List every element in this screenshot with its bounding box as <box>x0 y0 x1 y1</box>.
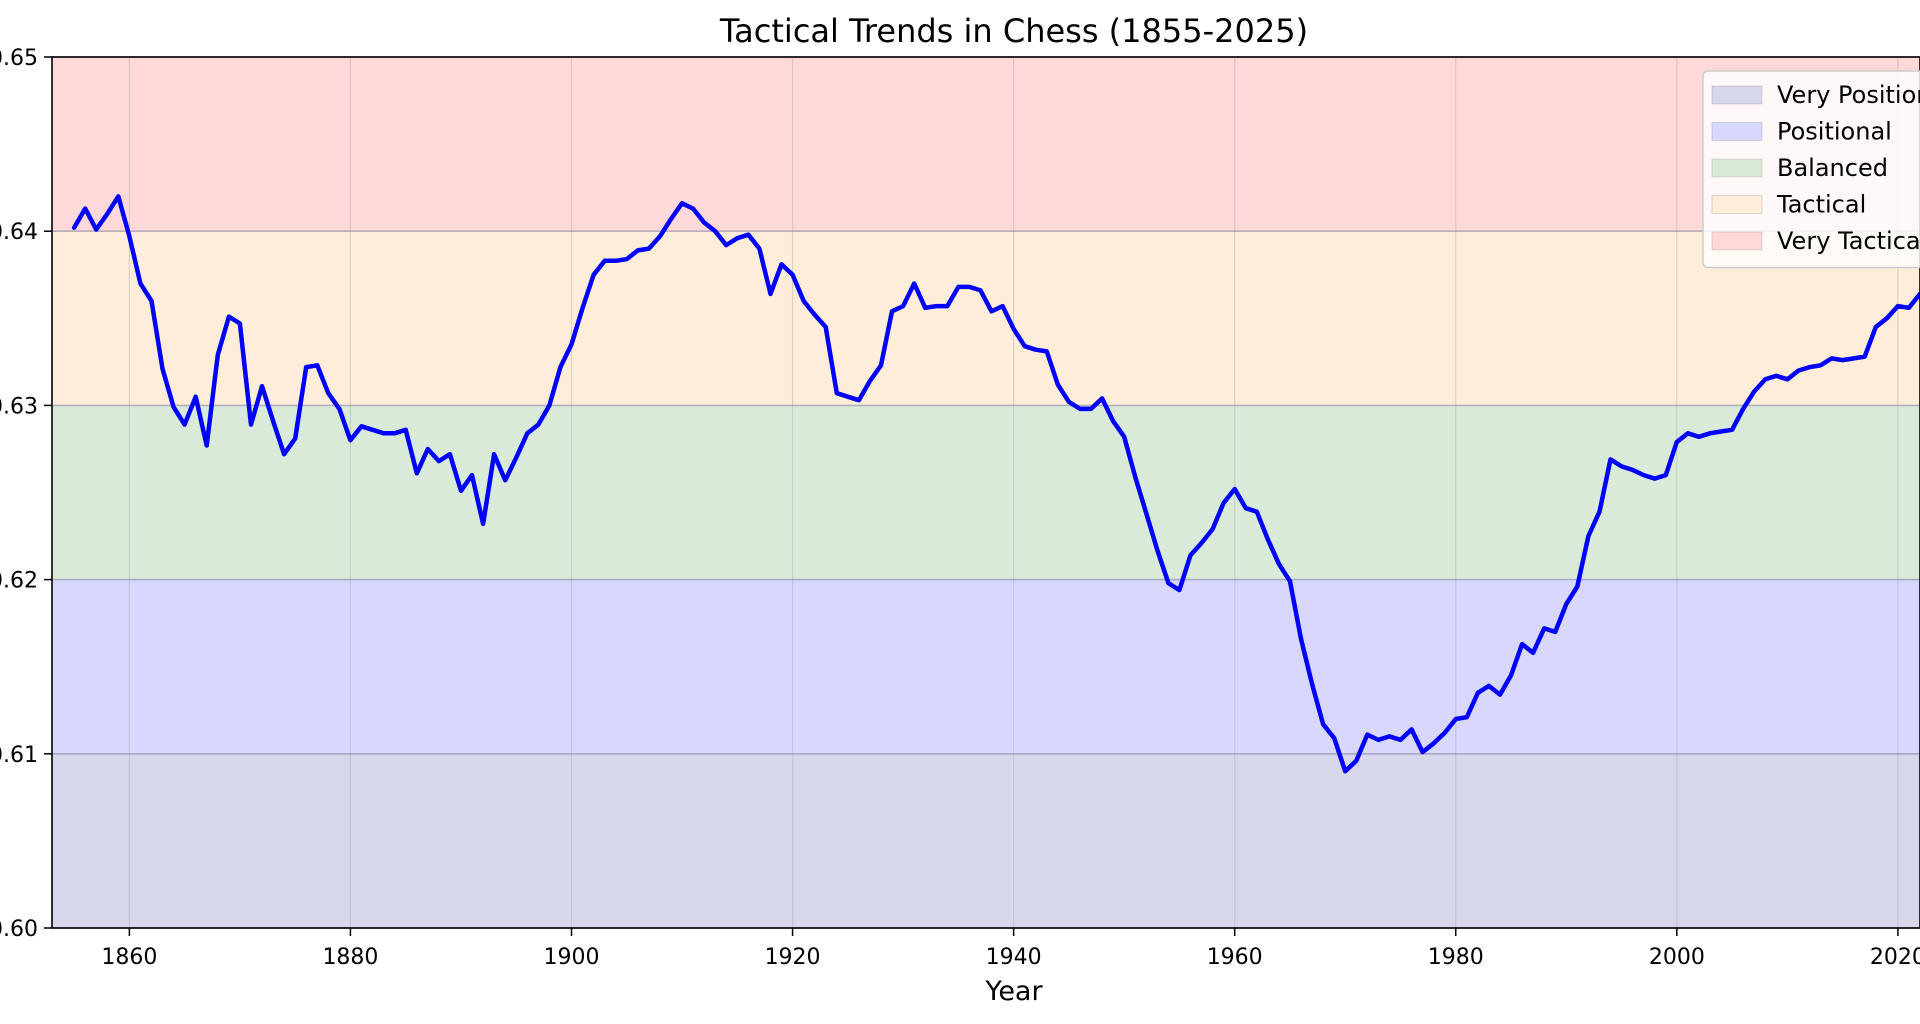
legend-label-balanced: Balanced <box>1777 154 1888 182</box>
legend-box <box>1702 70 1920 269</box>
legend-label-very-tactical: Very Tactical <box>1777 227 1920 255</box>
plot-frame <box>51 56 1920 929</box>
x-tick-label: 1860 <box>101 945 157 970</box>
legend-swatch-positional <box>1711 122 1763 141</box>
band-tactical <box>52 231 1920 406</box>
legend-label-very-positional: Very Positional <box>1777 81 1920 109</box>
band-balanced <box>52 405 1920 580</box>
y-axis-ticks: 0.60 0.61 0.62 0.63 0.64 0.65 <box>0 46 52 942</box>
x-tick-label: 1920 <box>765 945 821 970</box>
y-tick-label: 0.61 <box>0 743 38 768</box>
x-tick-label: 1960 <box>1207 945 1263 970</box>
legend-swatch-tactical <box>1711 195 1763 214</box>
y-tick-label: 0.63 <box>0 394 38 419</box>
series-line <box>71 194 1920 774</box>
series-layer <box>71 194 1920 774</box>
x-tick-label: 1940 <box>986 945 1042 970</box>
legend-swatch-balanced <box>1711 158 1763 178</box>
legend-swatch-very-positional <box>1711 85 1763 105</box>
x-tick-label: 1880 <box>322 945 378 970</box>
x-tick-label: 2020 <box>1870 945 1920 970</box>
x-tick-label: 1900 <box>544 945 600 970</box>
legend-label-tactical: Tactical <box>1776 191 1866 219</box>
y-tick-label: 0.64 <box>0 220 38 245</box>
band-very-tactical <box>52 57 1920 232</box>
y-tick-label: 0.65 <box>0 46 38 71</box>
chart-title: Tactical Trends in Chess (1855-2025) <box>719 12 1308 50</box>
x-axis-ticks: 1860 1880 1900 1920 1940 1960 1980 2000 2020 <box>101 928 1920 970</box>
x-axis-label: Year <box>984 976 1043 1007</box>
band-positional <box>52 579 1920 754</box>
legend: Very Positional Positional Balanced Tactica… <box>1702 70 1920 269</box>
x-tick-label: 2000 <box>1649 945 1705 970</box>
y-tick-label: 0.60 <box>0 917 38 942</box>
legend-swatch-very-tactical <box>1711 231 1763 251</box>
x-tick-label: 1980 <box>1428 945 1484 970</box>
classification-bands <box>52 57 1920 928</box>
band-very-positional <box>52 753 1920 928</box>
y-tick-label: 0.62 <box>0 569 38 594</box>
legend-label-positional: Positional <box>1777 118 1892 146</box>
